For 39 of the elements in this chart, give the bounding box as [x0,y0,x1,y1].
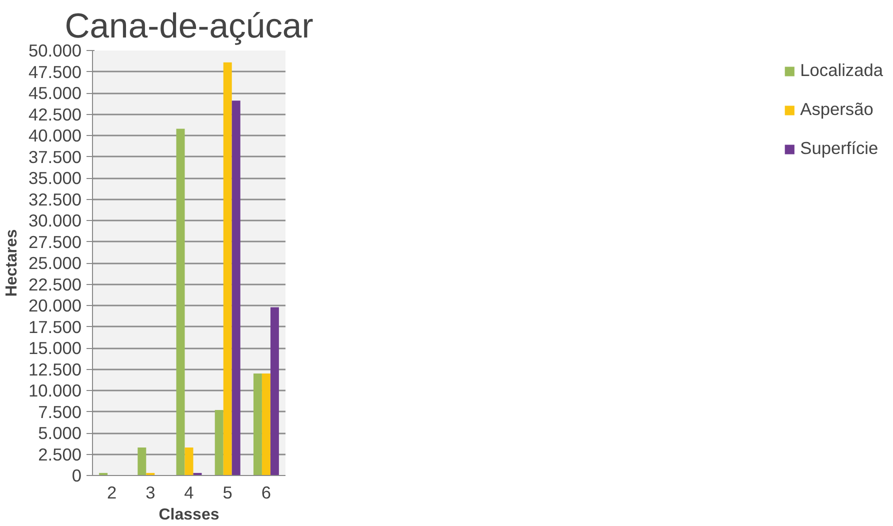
y-tick-label: 2.500 [38,444,82,464]
x-axis-title: Classes [158,506,220,524]
y-tick-label: 0 [72,466,82,486]
x-tick-label: 2 [106,482,117,502]
bar [232,100,240,476]
y-tick-label: 20.000 [28,296,82,316]
bar [176,128,185,476]
x-tick-label: 4 [184,482,194,502]
y-tick-label: 42.500 [28,104,82,124]
y-tick-label: 22.500 [28,274,82,294]
y-tick-label: 7.500 [38,402,82,422]
x-tick-label: 5 [222,482,232,502]
bar [138,447,146,476]
x-tick-label: 3 [146,482,156,502]
y-tick-label: 37.500 [28,146,82,167]
bar [270,307,279,476]
legend-label: Superfície [800,138,878,159]
bar [184,447,194,476]
bar [253,374,262,476]
y-tick-label: 47.500 [28,62,82,82]
y-tick-label: 35.000 [28,168,82,188]
y-tick-label: 17.500 [28,316,82,337]
y-axis-title: Hectares [4,229,20,297]
x-tick-label: 6 [261,482,272,502]
y-tick-label: 25.000 [28,253,82,273]
legend-label: Localizada [800,60,883,81]
y-tick-label: 10.000 [28,380,82,400]
legend-label: Aspersão [800,99,874,120]
y-tick-label: 27.500 [28,232,82,252]
y-tick-label: 15.000 [28,338,82,358]
y-tick-label: 45.000 [28,83,82,103]
y-tick-label: 12.500 [28,359,82,380]
y-tick-label: 40.000 [28,126,82,146]
bar [214,410,224,476]
bar [223,62,232,476]
y-tick-label: 32.500 [28,189,82,210]
bar [262,374,270,476]
y-tick-label: 5.000 [38,423,82,443]
y-tick-label: 30.000 [28,210,82,230]
